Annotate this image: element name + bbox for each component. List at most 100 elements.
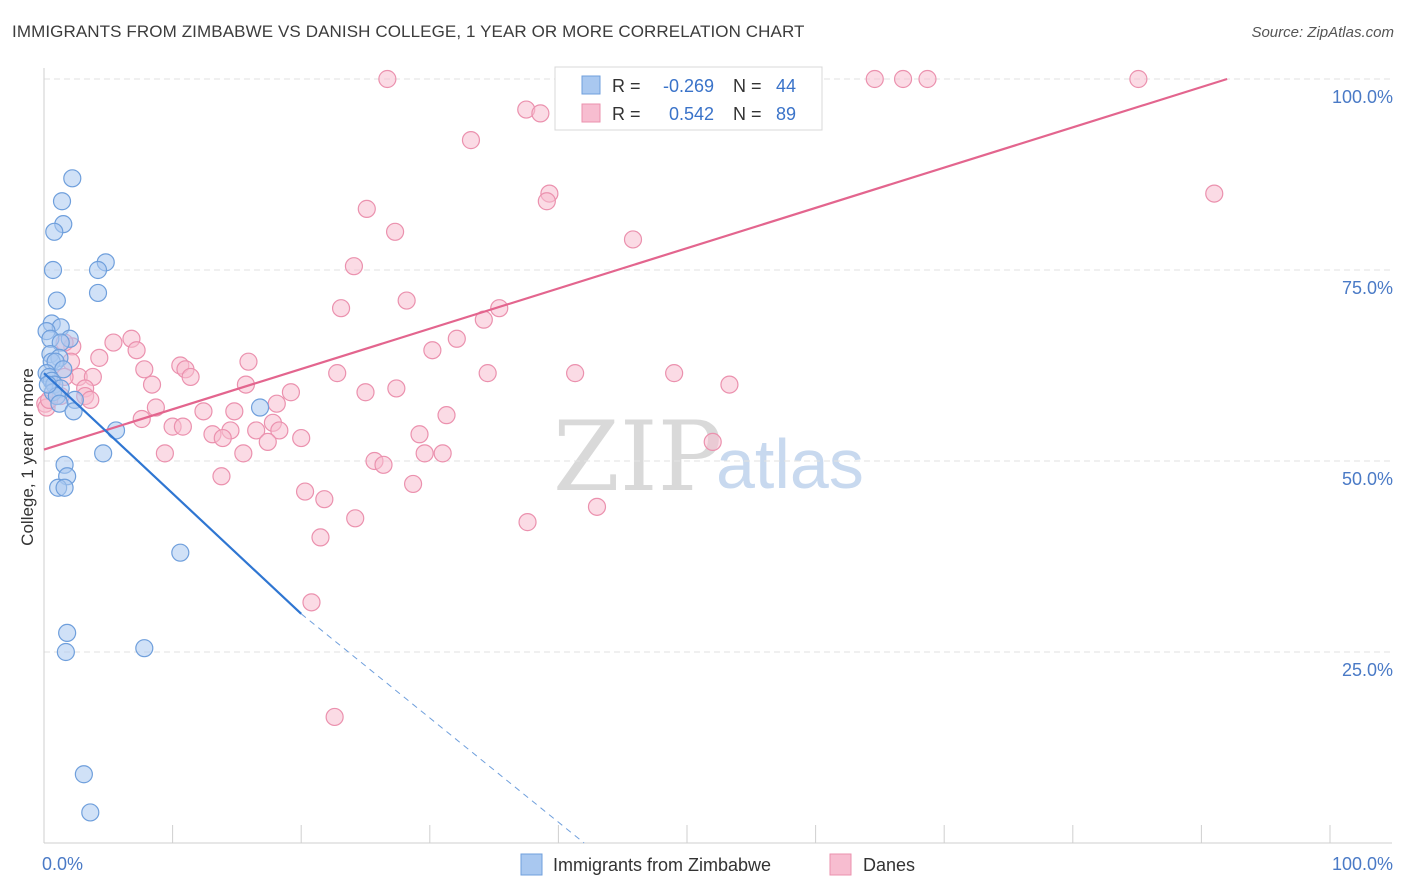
- danes-point: [135, 360, 154, 379]
- axes: [43, 68, 1392, 844]
- legend-swatch-danes: [581, 103, 601, 123]
- danes-point: [281, 383, 301, 402]
- correlation-legend: R = -0.269 N = 44 R = 0.542 N = 89: [554, 66, 823, 131]
- danes-point: [374, 455, 393, 474]
- danes-point: [311, 528, 330, 547]
- legend-r-label: R =: [612, 104, 641, 124]
- legend-swatch-zimbabwe: [520, 853, 543, 876]
- danes-point: [292, 428, 311, 448]
- x-tick-label: 0.0%: [42, 854, 83, 874]
- danes-point: [403, 474, 423, 494]
- danes-point: [587, 497, 607, 516]
- danes-point: [90, 348, 109, 367]
- danes-point: [531, 104, 550, 123]
- y-axis-label: College, 1 year or more: [18, 368, 37, 546]
- danes-point: [81, 390, 100, 409]
- zimbabwe-point: [88, 283, 108, 303]
- danes-point: [665, 364, 684, 383]
- legend-r-value: -0.269: [663, 76, 714, 96]
- danes-point: [566, 364, 585, 383]
- danes-point: [423, 341, 442, 360]
- zimbabwe-point: [64, 402, 83, 421]
- danes-point: [415, 444, 434, 463]
- danes-point: [295, 482, 315, 501]
- danes-point: [478, 364, 497, 383]
- zimbabwe-point: [55, 478, 74, 497]
- zimbabwe-point: [74, 765, 93, 784]
- danes-point: [331, 299, 351, 318]
- zimbabwe-trend-extension: [300, 613, 585, 844]
- grid: [44, 78, 1392, 653]
- y-tick-labels: 25.0% 50.0% 75.0% 100.0%: [1332, 87, 1393, 680]
- zimbabwe-point: [171, 543, 190, 562]
- legend-series-zimbabwe: Immigrants from Zimbabwe: [553, 855, 771, 875]
- zimbabwe-point: [50, 394, 69, 413]
- zimbabwe-point: [63, 169, 82, 188]
- danes-point: [325, 707, 344, 727]
- x-tick-label: 100.0%: [1332, 854, 1393, 874]
- danes-point: [518, 513, 537, 532]
- y-tick-label: 100.0%: [1332, 87, 1393, 107]
- danes-point: [357, 199, 376, 218]
- danes-point: [397, 291, 416, 310]
- danes-point: [127, 341, 146, 360]
- danes-point: [385, 222, 405, 241]
- danes-point: [344, 257, 364, 276]
- y-tick-label: 25.0%: [1342, 660, 1393, 680]
- danes-point: [387, 379, 406, 398]
- zimbabwe-points: [37, 169, 270, 822]
- danes-point: [461, 131, 481, 150]
- danes-point: [893, 69, 913, 89]
- zimbabwe-point: [43, 260, 63, 280]
- y-tick-label: 50.0%: [1342, 469, 1393, 489]
- danes-point: [142, 375, 162, 394]
- zimbabwe-point: [56, 642, 75, 662]
- zimbabwe-point: [52, 192, 72, 211]
- danes-point: [270, 421, 289, 440]
- legend-n-label: N =: [733, 76, 762, 96]
- danes-point: [1205, 184, 1224, 203]
- chart-title: IMMIGRANTS FROM ZIMBABWE VS DANISH COLLE…: [12, 22, 805, 41]
- zimbabwe-point: [47, 291, 66, 310]
- zimbabwe-point: [58, 623, 77, 643]
- danes-point: [346, 509, 365, 528]
- danes-point: [212, 467, 231, 486]
- legend-swatch-zimbabwe: [581, 75, 601, 95]
- zimbabwe-point: [135, 639, 154, 658]
- danes-point: [703, 432, 722, 451]
- watermark: ZIP atlas: [553, 401, 864, 513]
- legend-n-label: N =: [733, 104, 762, 124]
- danes-point: [267, 394, 286, 413]
- danes-point: [225, 402, 244, 421]
- trend-lines: [43, 77, 1228, 844]
- danes-point: [356, 383, 375, 402]
- danes-point: [146, 398, 165, 417]
- danes-point: [918, 69, 937, 89]
- danes-point: [234, 444, 253, 463]
- danes-point: [155, 444, 174, 463]
- zimbabwe-point: [88, 260, 108, 280]
- legend-n-value: 89: [776, 104, 796, 124]
- danes-point: [410, 425, 429, 444]
- danes-point: [537, 192, 556, 211]
- legend-r-label: R =: [612, 76, 641, 96]
- legend-r-value: 0.542: [669, 104, 714, 124]
- watermark-atlas: atlas: [716, 425, 864, 503]
- danes-point: [315, 490, 334, 509]
- danes-point: [194, 402, 213, 421]
- danes-point: [104, 333, 123, 352]
- legend-n-value: 44: [776, 76, 796, 96]
- danes-point: [865, 69, 884, 89]
- danes-point: [433, 444, 452, 463]
- watermark-zip: ZIP: [553, 401, 722, 513]
- danes-point: [623, 230, 643, 249]
- danes-point: [181, 367, 200, 387]
- danes-point: [239, 352, 258, 371]
- danes-point: [490, 299, 509, 318]
- danes-point: [258, 432, 277, 451]
- danes-point: [720, 375, 739, 394]
- zimbabwe-point: [250, 398, 270, 417]
- zimbabwe-trend-line: [43, 372, 302, 615]
- series-legend: Immigrants from Zimbabwe Danes: [520, 853, 915, 876]
